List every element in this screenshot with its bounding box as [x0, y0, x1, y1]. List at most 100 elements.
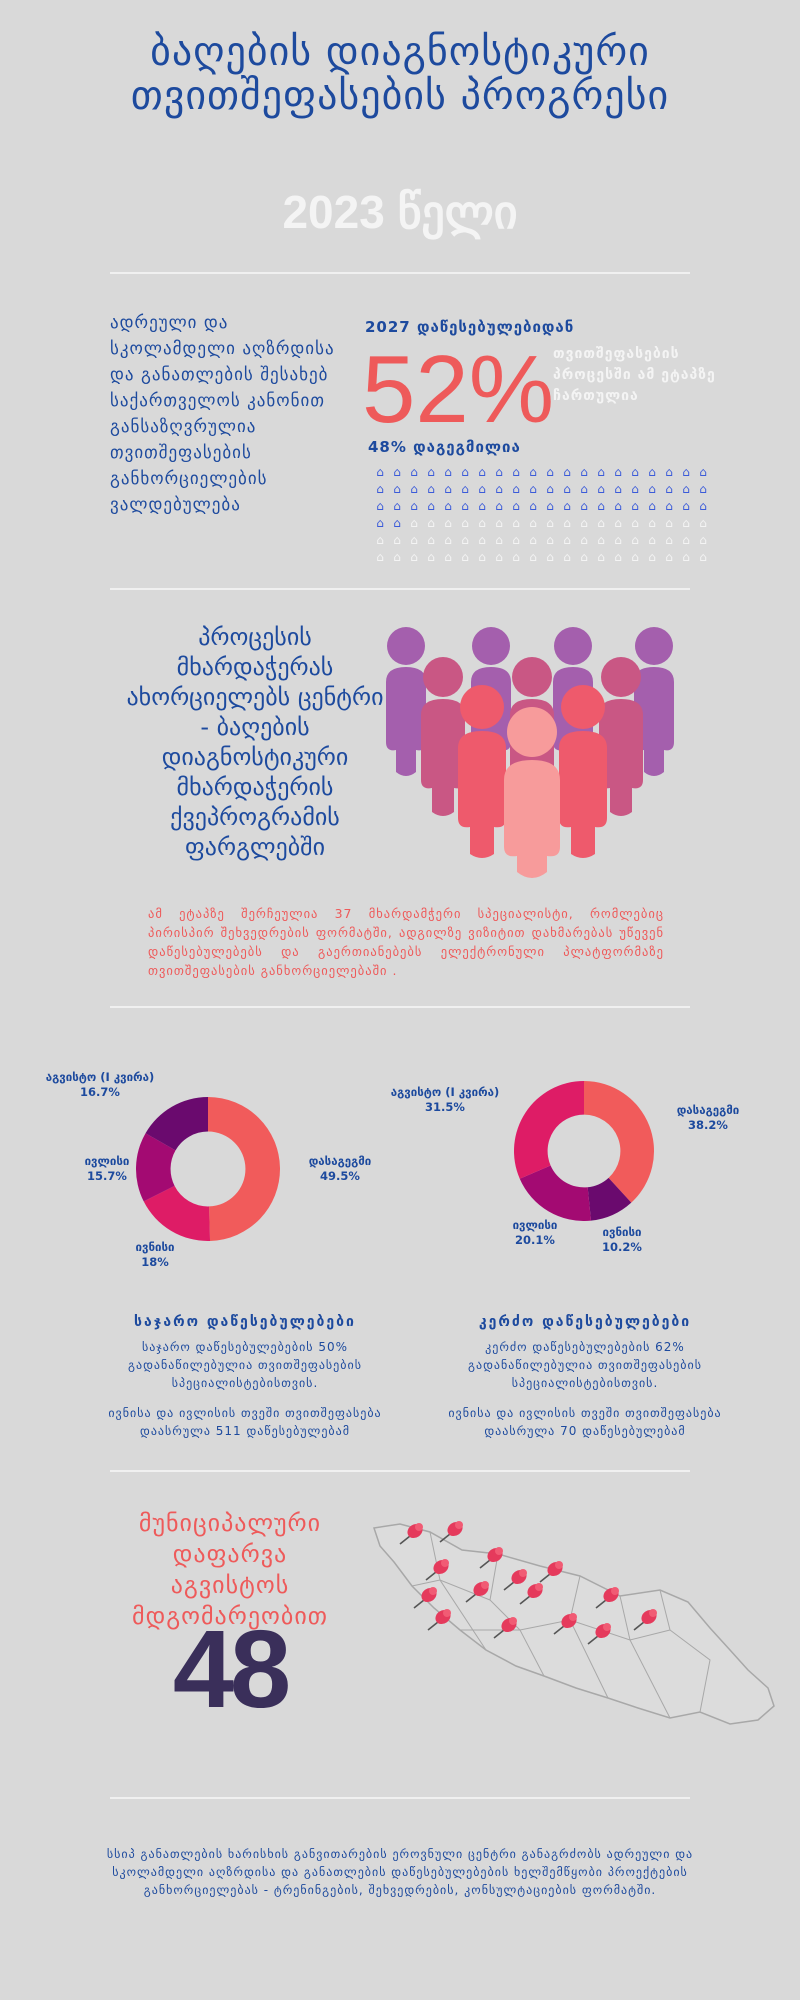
house-icon: ⌂	[665, 533, 673, 547]
slice-name: ივნისი	[135, 1240, 175, 1254]
house-icon: ⌂	[614, 550, 622, 564]
house-icon: ⌂	[393, 482, 401, 496]
house-icon: ⌂	[546, 482, 554, 496]
house-icon: ⌂	[427, 550, 435, 564]
house-icon: ⌂	[546, 516, 554, 530]
house-icon: ⌂	[376, 516, 384, 530]
public-text-2: ივნისა და ივლისის თვეში თვითშეფასება დაა…	[108, 1406, 382, 1438]
map-pin-icon	[396, 1520, 426, 1548]
house-icon: ⌂	[631, 550, 639, 564]
person-icon	[504, 707, 560, 878]
house-icon: ⌂	[597, 499, 605, 513]
house-icon: ⌂	[376, 533, 384, 547]
house-icon: ⌂	[614, 499, 622, 513]
house-icon: ⌂	[631, 516, 639, 530]
map-pin-icon	[462, 1578, 492, 1606]
house-icon: ⌂	[648, 482, 656, 496]
house-icon: ⌂	[597, 482, 605, 496]
house-icon: ⌂	[580, 550, 588, 564]
house-icon: ⌂	[682, 482, 690, 496]
private-title: კერძო დაწესებულებები	[478, 1314, 692, 1330]
public-text-1: საჯარო დაწესებულებების 50% გადანაწილებულ…	[128, 1340, 362, 1390]
house-icon: ⌂	[427, 482, 435, 496]
slice-value: 20.1%	[515, 1233, 555, 1247]
house-icon: ⌂	[682, 516, 690, 530]
house-icon: ⌂	[648, 516, 656, 530]
map-pin-icon	[516, 1580, 546, 1608]
house-icon: ⌂	[563, 516, 571, 530]
slice-value: 49.5%	[320, 1169, 360, 1183]
map-pin-icon	[476, 1544, 506, 1572]
house-icon: ⌂	[427, 499, 435, 513]
map-pin-icon	[490, 1614, 520, 1642]
slice-name: ივლისი	[512, 1218, 558, 1232]
house-icon: ⌂	[597, 550, 605, 564]
house-icon: ⌂	[512, 482, 520, 496]
house-icon: ⌂	[529, 533, 537, 547]
map-pins	[370, 1510, 780, 1730]
slice-label: ივნისი 18%	[120, 1240, 190, 1270]
house-icon: ⌂	[563, 482, 571, 496]
house-icon: ⌂	[478, 465, 486, 479]
person-icon	[421, 657, 465, 816]
house-icon: ⌂	[631, 482, 639, 496]
slice-name: აგვისტო (I კვირა)	[45, 1070, 155, 1084]
house-icon: ⌂	[580, 499, 588, 513]
house-icon: ⌂	[376, 499, 384, 513]
house-icon: ⌂	[699, 499, 707, 513]
house-icon: ⌂	[444, 550, 452, 564]
house-icon: ⌂	[461, 516, 469, 530]
house-icon: ⌂	[665, 516, 673, 530]
involved-note: თვითშეფასების პროცესში ამ ეტაპზე ჩართული…	[553, 346, 716, 404]
map-pin-icon	[422, 1556, 452, 1584]
house-icon: ⌂	[648, 499, 656, 513]
donut-slice	[208, 1097, 280, 1241]
house-icon: ⌂	[563, 533, 571, 547]
slice-name: დასაგეგმი	[308, 1154, 372, 1168]
house-icon: ⌂	[699, 482, 707, 496]
public-donut-chart	[136, 1097, 280, 1241]
house-icon: ⌂	[546, 550, 554, 564]
divider	[110, 1797, 690, 1799]
house-icon: ⌂	[580, 482, 588, 496]
person-icon	[634, 627, 674, 776]
slice-label: დასაგეგმი 38.2%	[668, 1103, 748, 1133]
house-icon: ⌂	[529, 465, 537, 479]
house-icon: ⌂	[665, 550, 673, 564]
support-heading: პროცესის მხარდაჭერას ახორციელებს ცენტრი …	[126, 623, 384, 861]
private-text-1: კერძო დაწესებულებების 62% გადანაწილებული…	[468, 1340, 702, 1390]
slice-label: ივლისი 20.1%	[500, 1218, 570, 1248]
divider	[110, 272, 690, 274]
map-pin-icon	[550, 1610, 580, 1638]
house-icon: ⌂	[427, 533, 435, 547]
slice-value: 38.2%	[688, 1118, 728, 1132]
donut-slice	[519, 1165, 592, 1221]
slice-value: 18%	[141, 1255, 169, 1269]
donut-slice	[145, 1097, 208, 1151]
house-icon: ⌂	[512, 533, 520, 547]
page-title: ბაღების დიაგნოსტიკური თვითშეფასების პროგ…	[130, 29, 670, 119]
house-icon: ⌂	[648, 533, 656, 547]
house-icon: ⌂	[512, 499, 520, 513]
map-pin-icon	[592, 1584, 622, 1612]
planned-label: 48% დაგეგმილია	[368, 438, 521, 456]
house-icon: ⌂	[410, 499, 418, 513]
slice-label: აგვისტო (I კვირა) 16.7%	[40, 1070, 160, 1100]
house-icon: ⌂	[682, 499, 690, 513]
house-icon: ⌂	[699, 550, 707, 564]
map-pin-icon	[584, 1620, 614, 1648]
person-icon	[559, 685, 607, 858]
footer-text: სსიპ განათლების ხარისხის განვითარების ერ…	[106, 1847, 694, 1897]
house-icon: ⌂	[580, 533, 588, 547]
house-icon: ⌂	[427, 465, 435, 479]
support-description: ამ ეტაპზე შერჩეულია 37 მხარდამჭერი სპეცი…	[148, 906, 664, 978]
house-icon: ⌂	[665, 465, 673, 479]
house-icon: ⌂	[631, 465, 639, 479]
map-pin-icon	[424, 1606, 454, 1634]
house-icon: ⌂	[648, 465, 656, 479]
house-icon: ⌂	[546, 499, 554, 513]
house-icon: ⌂	[461, 499, 469, 513]
house-icon: ⌂	[665, 482, 673, 496]
house-icon: ⌂	[393, 516, 401, 530]
house-icon: ⌂	[495, 482, 503, 496]
